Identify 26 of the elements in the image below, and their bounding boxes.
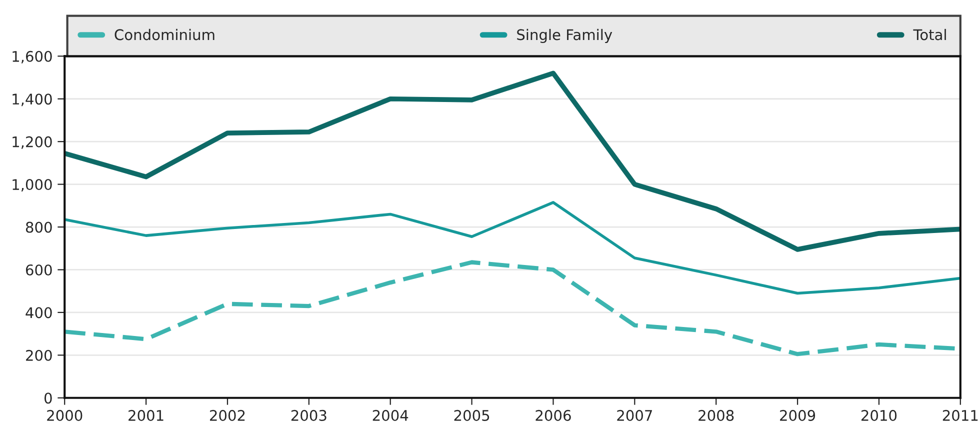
legend-label: Single Family: [517, 28, 612, 44]
x-tick-label: 2000: [47, 410, 82, 421]
y-tick-label: 1,400: [12, 94, 52, 106]
y-tick-label: 0: [44, 392, 52, 404]
legend-label: Total: [913, 28, 946, 40]
x-tick-label: 2006: [536, 410, 571, 421]
x-tick-label: 2002: [210, 410, 245, 421]
x-tick-label: 2007: [617, 410, 652, 421]
x-tick-label: 2004: [372, 410, 408, 421]
y-tick-label: 400: [26, 307, 52, 318]
x-tick-label: 2001: [128, 410, 164, 421]
x-tick-label: 2003: [291, 410, 326, 421]
x-tick-label: 2010: [861, 410, 897, 421]
line-series: [64, 201, 960, 295]
y-tick-label: 800: [26, 222, 52, 233]
line-series: [64, 70, 960, 252]
x-tick-label: 2005: [454, 410, 490, 421]
y-tick-label: 200: [26, 350, 52, 361]
legend-label: Condominium: [114, 28, 214, 40]
y-tick-label: 1,000: [12, 179, 52, 192]
x-tick-label: 2011: [942, 410, 978, 421]
x-tick-label: 2009: [780, 410, 816, 421]
x-tick-label: 2008: [698, 410, 734, 421]
y-tick-label: 600: [26, 264, 52, 276]
y-tick-label: 1,200: [12, 136, 52, 149]
y-tick-label: 1,600: [12, 50, 52, 64]
